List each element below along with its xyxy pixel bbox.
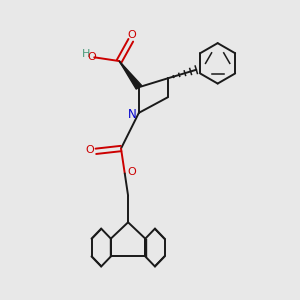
- Polygon shape: [119, 61, 142, 89]
- Text: O: O: [87, 52, 96, 62]
- Text: O: O: [127, 167, 136, 177]
- Text: O: O: [127, 30, 136, 40]
- Text: O: O: [85, 145, 94, 155]
- Text: N: N: [128, 108, 137, 121]
- Text: H: H: [82, 49, 90, 59]
